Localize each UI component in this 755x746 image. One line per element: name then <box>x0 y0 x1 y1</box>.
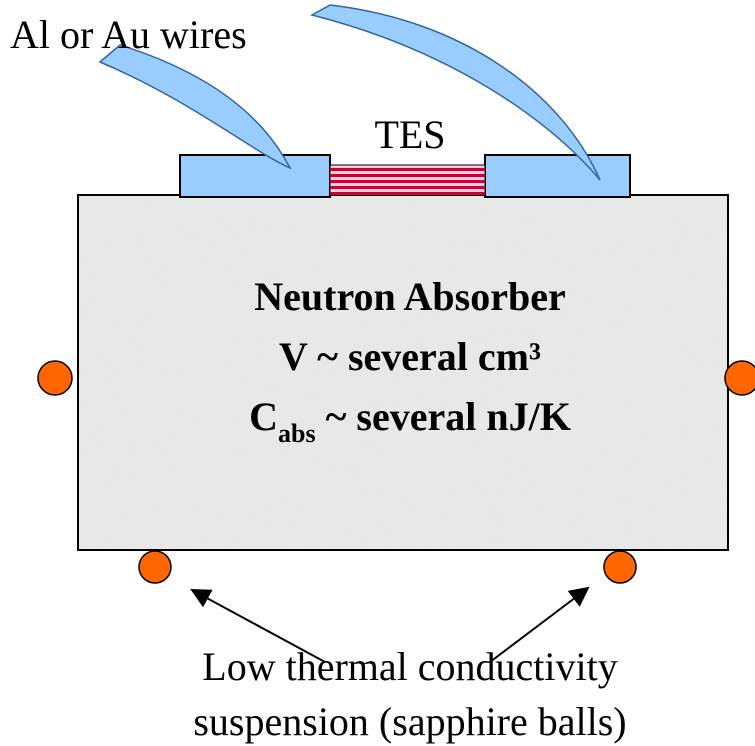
sapphire-ball <box>37 360 73 396</box>
sapphire-ball <box>603 550 637 584</box>
arrow <box>190 589 326 663</box>
absorber-title: Neutron Absorber <box>254 274 565 319</box>
wire <box>309 4 601 181</box>
absorber-capacity: Cabs ~ several nJ/K <box>249 394 571 448</box>
arrow <box>489 586 590 663</box>
capacity-rest: ~ several nJ/K <box>316 394 571 439</box>
contact-pad <box>179 154 331 198</box>
capacity-symbol: C <box>249 394 278 439</box>
sapphire-ball <box>724 360 755 396</box>
absorber-texture <box>79 196 727 549</box>
wire <box>98 44 292 170</box>
absorber-volume: V ~ several cm³ <box>279 334 541 379</box>
sapphire-ball <box>138 550 172 584</box>
contact-pad <box>484 154 631 198</box>
tes-label: TES <box>374 112 445 157</box>
suspension-label: suspension (sapphire balls) <box>193 699 626 744</box>
wires-label: Al or Au wires <box>10 12 247 57</box>
suspension-label: Low thermal conductivity <box>202 644 617 689</box>
tes-film <box>329 164 486 196</box>
capacity-subscript: abs <box>278 419 316 448</box>
